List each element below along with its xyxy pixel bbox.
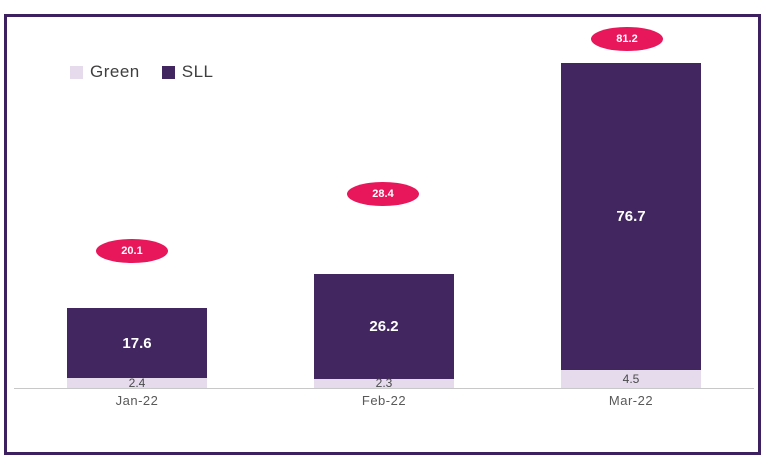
total-badge-mar-22: 81.2 xyxy=(591,27,663,51)
bar-value-label-green: 2.3 xyxy=(375,376,393,391)
legend-label-green: Green xyxy=(90,62,140,81)
bar-value-label-sll: 17.6 xyxy=(122,334,152,352)
total-badge-jan-22: 20.1 xyxy=(96,239,168,263)
bar-segment-green-feb-22: 2.3 xyxy=(314,376,454,391)
bar-group-feb-22: 26.2 2.3 Feb-22 xyxy=(314,0,454,471)
legend-swatch-sll xyxy=(161,65,175,79)
total-badge-value: 81.2 xyxy=(616,33,638,45)
bar-group-mar-22: 76.7 4.5 Mar-22 xyxy=(561,0,701,471)
bar-value-label-green: 2.4 xyxy=(128,376,146,391)
bar-segment-sll-mar-22: 76.7 xyxy=(561,63,701,370)
bar-segment-sll-feb-22: 26.2 xyxy=(314,274,454,379)
bar-segment-green-mar-22: 4.5 xyxy=(561,370,701,388)
legend-item-green: Green xyxy=(70,62,140,82)
x-tick-label-feb-22: Feb-22 xyxy=(361,393,407,408)
legend-item-sll: SLL xyxy=(161,62,214,82)
x-axis-line xyxy=(14,388,754,389)
bar-segment-green-jan-22: 2.4 xyxy=(67,376,207,391)
x-tick-label-mar-22: Mar-22 xyxy=(608,393,654,408)
x-tick-label-jan-22: Jan-22 xyxy=(115,393,159,408)
bar-value-label-green: 4.5 xyxy=(622,372,640,386)
legend-label-sll: SLL xyxy=(181,62,214,81)
total-badge-feb-22: 28.4 xyxy=(347,182,419,206)
bar-value-label-sll: 26.2 xyxy=(369,317,399,335)
legend: Green SLL xyxy=(70,62,214,82)
bar-value-label-sll: 76.7 xyxy=(616,208,646,226)
total-badge-value: 20.1 xyxy=(121,245,143,257)
total-badge-value: 28.4 xyxy=(372,188,394,200)
legend-swatch-green xyxy=(70,65,83,79)
bar-segment-sll-jan-22: 17.6 xyxy=(67,308,207,379)
bar-group-jan-22: 17.6 2.4 Jan-22 xyxy=(67,0,207,471)
